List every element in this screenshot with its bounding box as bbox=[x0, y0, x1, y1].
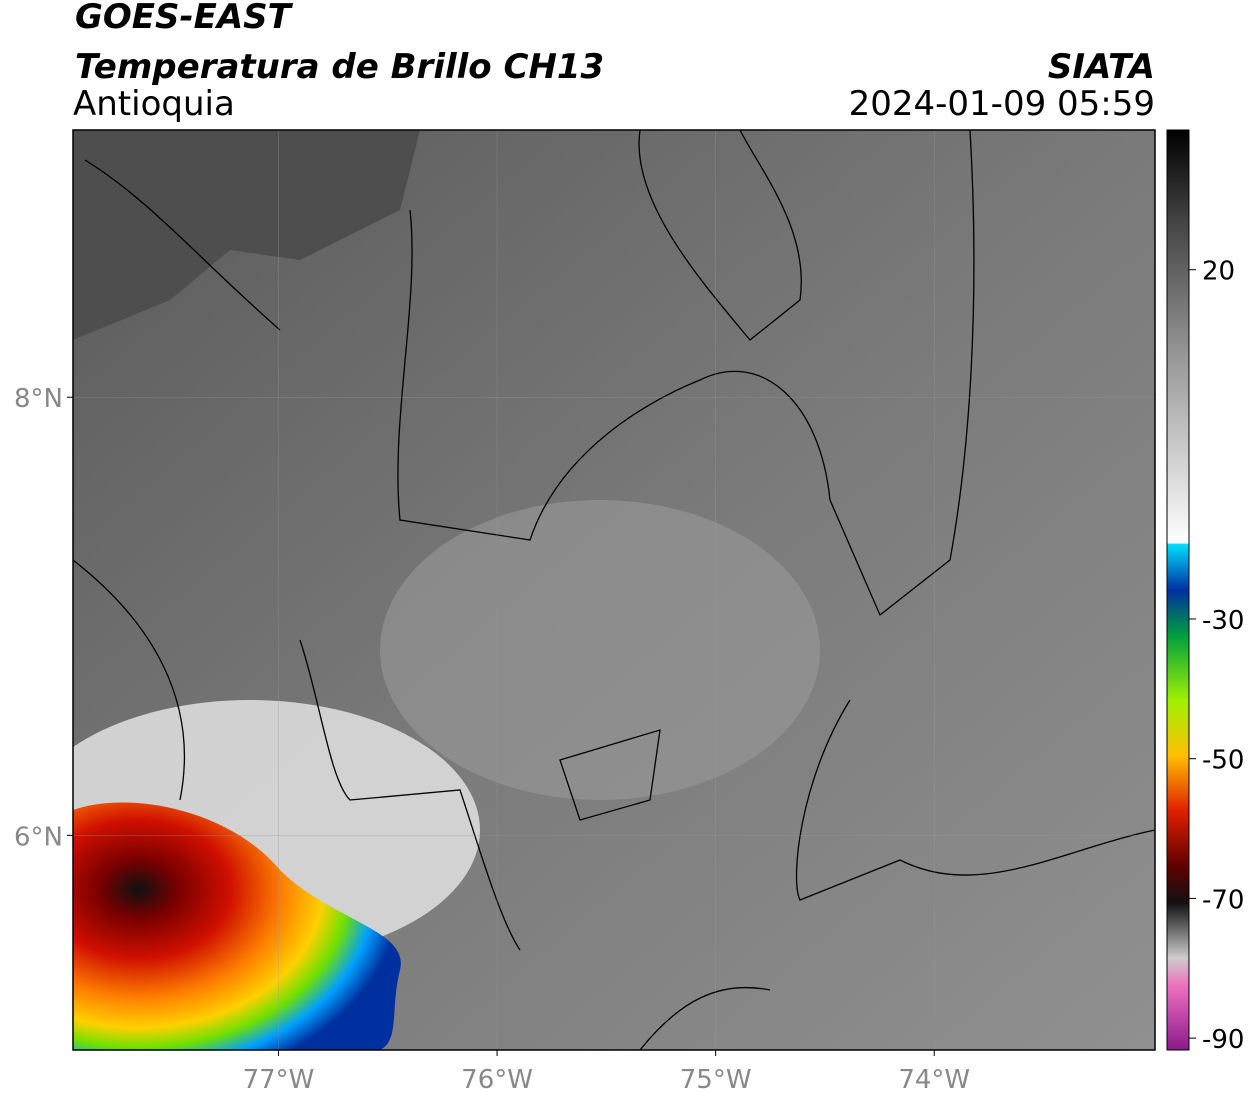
x-tick-label: 77°W bbox=[243, 1065, 315, 1095]
convection bbox=[73, 802, 401, 1050]
title: GOES-EAST bbox=[75, 0, 294, 37]
sea bbox=[73, 130, 420, 340]
region: Antioquia bbox=[73, 84, 235, 124]
borders bbox=[73, 130, 1155, 1050]
map-frame bbox=[72, 129, 1156, 1051]
x-tick-label: 75°W bbox=[680, 1065, 752, 1095]
map-image bbox=[73, 130, 1155, 1050]
source: SIATA bbox=[1048, 47, 1155, 87]
subtitle: Temperatura de Brillo CH13 bbox=[75, 47, 604, 87]
x-tick-label: 74°W bbox=[898, 1065, 970, 1095]
colorbar-label: -70 bbox=[1202, 885, 1244, 915]
datetime: 2024-01-09 05:59 bbox=[849, 84, 1155, 124]
colorbar-label: -50 bbox=[1202, 746, 1244, 776]
colorbar-label: -90 bbox=[1202, 1025, 1244, 1055]
colorbar bbox=[1166, 129, 1190, 1051]
y-tick-label: 8°N bbox=[14, 384, 63, 414]
cloud bbox=[380, 500, 820, 800]
colorbar-label: -30 bbox=[1202, 606, 1244, 636]
y-tick-label: 6°N bbox=[14, 822, 63, 852]
colorbar-label: 20 bbox=[1202, 257, 1235, 287]
x-tick-label: 76°W bbox=[461, 1065, 533, 1095]
